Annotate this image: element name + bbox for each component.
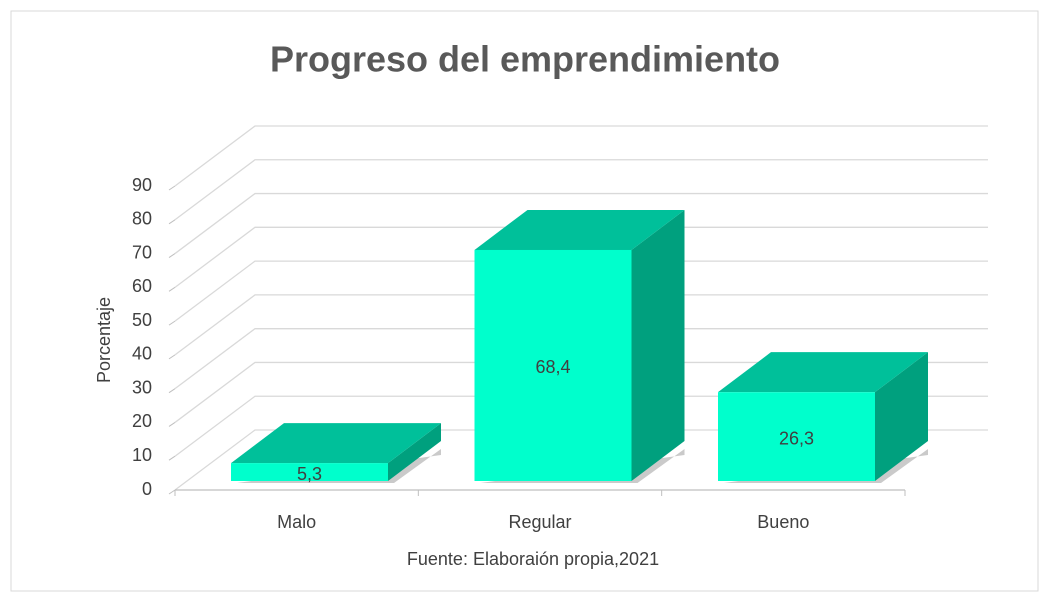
grid-line <box>174 328 988 390</box>
y-tick-label: 40 <box>132 344 152 364</box>
x-tick-label: Bueno <box>757 512 809 532</box>
y-tick-label: 70 <box>132 242 152 262</box>
y-tick-mark <box>168 286 176 292</box>
grid-line <box>174 125 988 187</box>
y-tick-label: 20 <box>132 411 152 431</box>
y-tick-mark <box>168 253 176 258</box>
source-note: Fuente: Elaboraión propia,2021 <box>407 549 659 569</box>
y-tick-mark <box>168 489 176 495</box>
bar-side <box>631 209 685 481</box>
y-tick-label: 60 <box>132 276 152 296</box>
grid-line <box>174 226 988 288</box>
y-tick-label: 80 <box>132 209 152 229</box>
y-tick-mark <box>168 185 176 191</box>
grid-line <box>174 159 988 221</box>
bar-side <box>875 352 928 481</box>
y-tick-label: 90 <box>132 175 152 195</box>
bar-top <box>718 352 928 393</box>
bar-top <box>231 423 441 464</box>
x-tick-label: Regular <box>508 512 571 532</box>
grid-line <box>174 294 988 356</box>
y-tick-mark <box>168 320 176 326</box>
data-label: 5,3 <box>297 464 322 484</box>
y-tick-mark <box>168 422 176 427</box>
y-axis-label: Porcentaje <box>94 297 114 383</box>
y-tick-label: 30 <box>132 377 152 397</box>
x-tick-label: Malo <box>277 512 316 532</box>
bar-top <box>474 209 685 250</box>
y-tick-mark <box>168 388 176 394</box>
y-tick-label: 0 <box>142 479 152 499</box>
grid-line <box>174 192 988 255</box>
chart-title: Progreso del emprendimiento <box>270 39 780 80</box>
y-tick-mark <box>168 219 176 225</box>
y-tick-label: 10 <box>132 445 152 465</box>
bar <box>718 392 875 481</box>
y-tick-label: 50 <box>132 310 152 330</box>
bar-side <box>388 423 441 481</box>
y-tick-mark <box>168 354 176 360</box>
bar <box>474 249 632 481</box>
bar <box>231 463 388 481</box>
y-tick-mark <box>168 455 176 461</box>
data-label: 68,4 <box>535 357 570 377</box>
grid-line <box>174 361 988 423</box>
grid-line <box>174 260 988 322</box>
data-label: 26,3 <box>779 428 814 448</box>
